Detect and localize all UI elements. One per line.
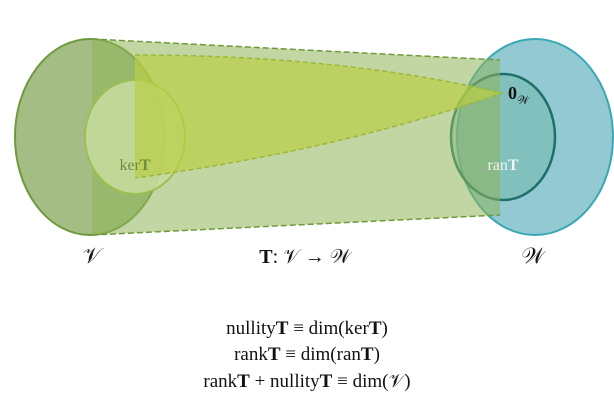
formula: rankT + nullityT ≡ dim(𝒱): [203, 371, 410, 392]
text-segment: T: [140, 157, 151, 174]
codomain-label: 𝒲: [521, 243, 546, 268]
text-segment: ran: [487, 157, 507, 174]
text-segment: T: [259, 246, 273, 268]
text-segment: ker: [119, 157, 140, 174]
text-segment: ≡ dim(ker: [288, 318, 369, 339]
text-segment: rank: [234, 344, 268, 365]
text-segment: 𝒱: [83, 243, 105, 268]
text-segment: T: [320, 371, 333, 392]
text-segment: rank: [203, 371, 237, 392]
text-segment: T: [268, 344, 281, 365]
range-label: ranT: [487, 157, 518, 174]
text-segment: T: [508, 157, 519, 174]
diagram: kerT ranT 0𝒲 𝒱 𝒲 T: 𝒱 → 𝒲 nullityT ≡ dim…: [0, 0, 614, 417]
formula: rankT ≡ dim(ranT): [234, 344, 380, 365]
text-segment: 𝒲: [521, 243, 546, 268]
text-segment: nullity: [226, 318, 276, 339]
text-segment: T: [276, 318, 289, 339]
text-segment: T: [361, 344, 374, 365]
text-segment: ): [374, 344, 380, 365]
formula: nullityT ≡ dim(kerT): [226, 318, 388, 339]
text-segment: T: [369, 318, 382, 339]
map-label: T: 𝒱 → 𝒲: [259, 246, 353, 268]
text-segment: 𝒲: [517, 94, 531, 107]
text-segment: T: [237, 371, 250, 392]
text-segment: : 𝒱 → 𝒲: [273, 246, 353, 268]
kernel-label: kerT: [119, 157, 150, 174]
text-segment: ≡ dim(𝒱): [332, 371, 410, 392]
text-segment: ): [382, 318, 388, 339]
text-segment: ≡ dim(ran: [281, 344, 362, 365]
text-segment: + nullity: [250, 371, 320, 392]
domain-label: 𝒱: [83, 243, 105, 268]
text-segment: 0: [508, 83, 517, 103]
